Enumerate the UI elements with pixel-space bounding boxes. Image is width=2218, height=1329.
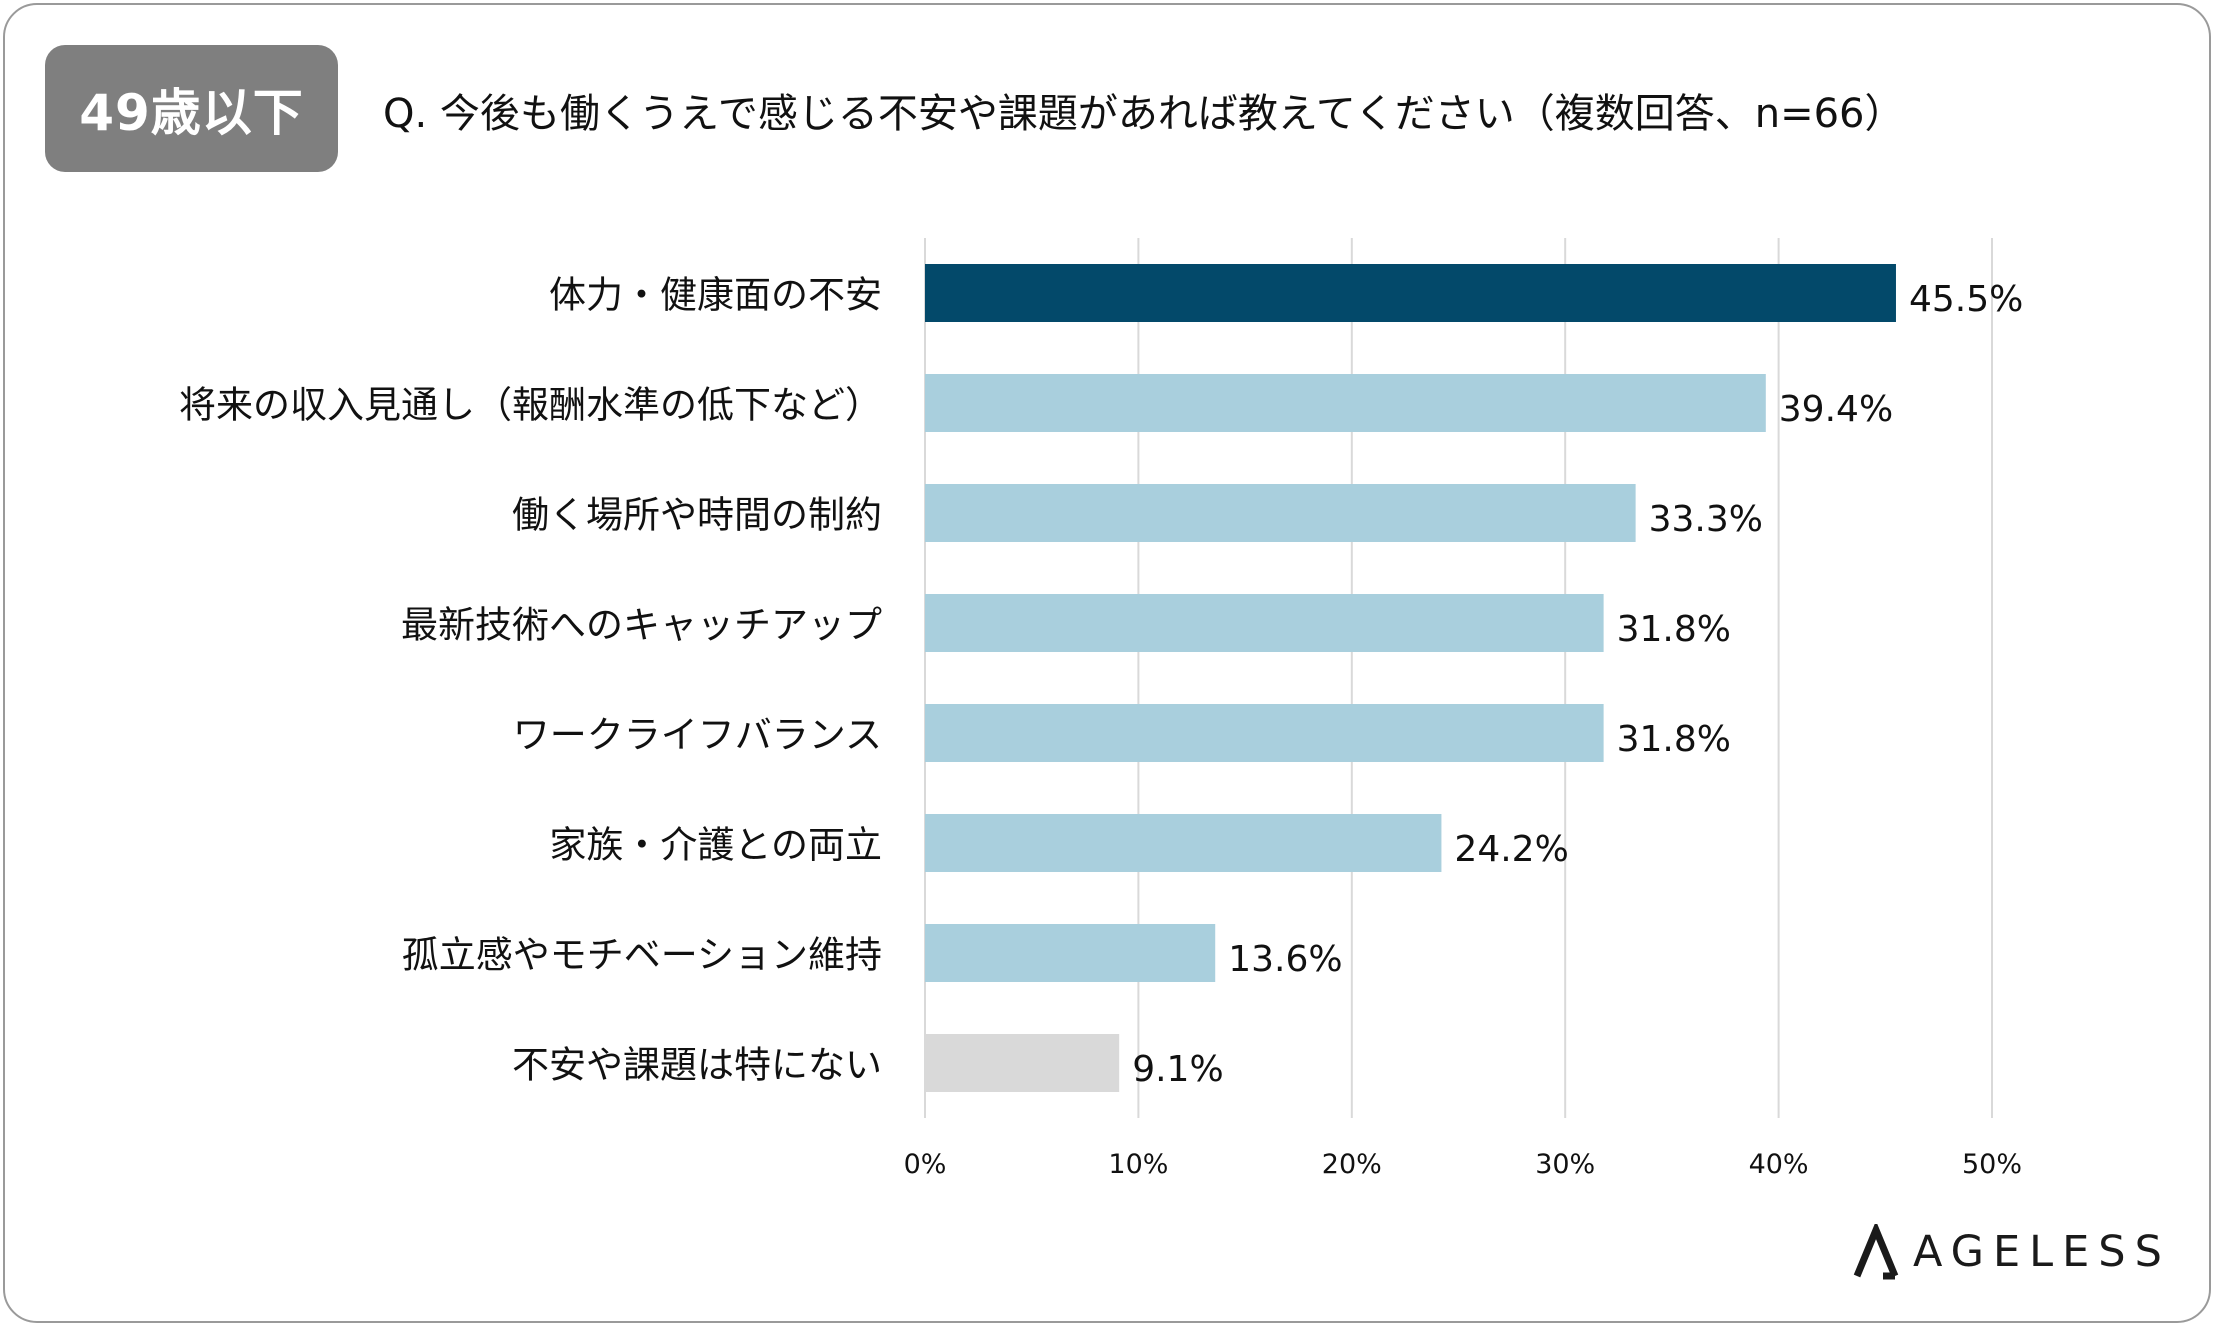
- ageless-logo-icon: [1853, 1224, 1899, 1280]
- category-label: 体力・健康面の不安: [549, 274, 882, 317]
- x-tick-label: 40%: [1749, 1149, 1809, 1180]
- bar: [925, 1034, 1120, 1092]
- category-label: 最新技術へのキャッチアップ: [401, 604, 882, 647]
- question-title: Q. 今後も働くうえで感じる不安や課題があれば教えてください（複数回答、n=66…: [383, 91, 1905, 137]
- category-label: 不安や課題は特にない: [512, 1044, 882, 1087]
- x-tick-label: 0%: [904, 1149, 947, 1180]
- value-label: 24.2%: [1454, 829, 1568, 870]
- bar: [925, 704, 1604, 762]
- ageless-logo: AGELESS: [1853, 1222, 2171, 1282]
- category-label: 将来の収入見通し（報酬水準の低下など）: [179, 384, 882, 427]
- bar: [925, 814, 1442, 872]
- value-label: 39.4%: [1779, 389, 1893, 430]
- category-label: 孤立感やモチベーション維持: [402, 934, 882, 977]
- value-label: 31.8%: [1617, 719, 1731, 760]
- value-label: 33.3%: [1649, 499, 1763, 540]
- chart-card: 49歳以下 Q. 今後も働くうえで感じる不安や課題があれば教えてください（複数回…: [3, 3, 2211, 1323]
- category-label: 働く場所や時間の制約: [512, 494, 882, 537]
- value-label: 13.6%: [1228, 939, 1342, 980]
- value-label: 31.8%: [1617, 609, 1731, 650]
- value-label: 9.1%: [1132, 1049, 1223, 1090]
- bar: [925, 374, 1766, 432]
- x-tick-label: 50%: [1962, 1149, 2022, 1180]
- bar: [925, 594, 1604, 652]
- x-tick-label: 10%: [1108, 1149, 1168, 1180]
- bar: [925, 924, 1216, 982]
- x-tick-label: 30%: [1535, 1149, 1595, 1180]
- age-group-badge: 49歳以下: [45, 45, 338, 172]
- category-label: ワークライフバランス: [513, 714, 882, 757]
- value-label: 45.5%: [1909, 279, 2023, 320]
- category-label: 家族・介護との両立: [549, 824, 882, 867]
- x-tick-label: 20%: [1322, 1149, 1382, 1180]
- logo-text: AGELESS: [1913, 1227, 2171, 1277]
- bar: [925, 264, 1896, 322]
- bar: [925, 484, 1636, 542]
